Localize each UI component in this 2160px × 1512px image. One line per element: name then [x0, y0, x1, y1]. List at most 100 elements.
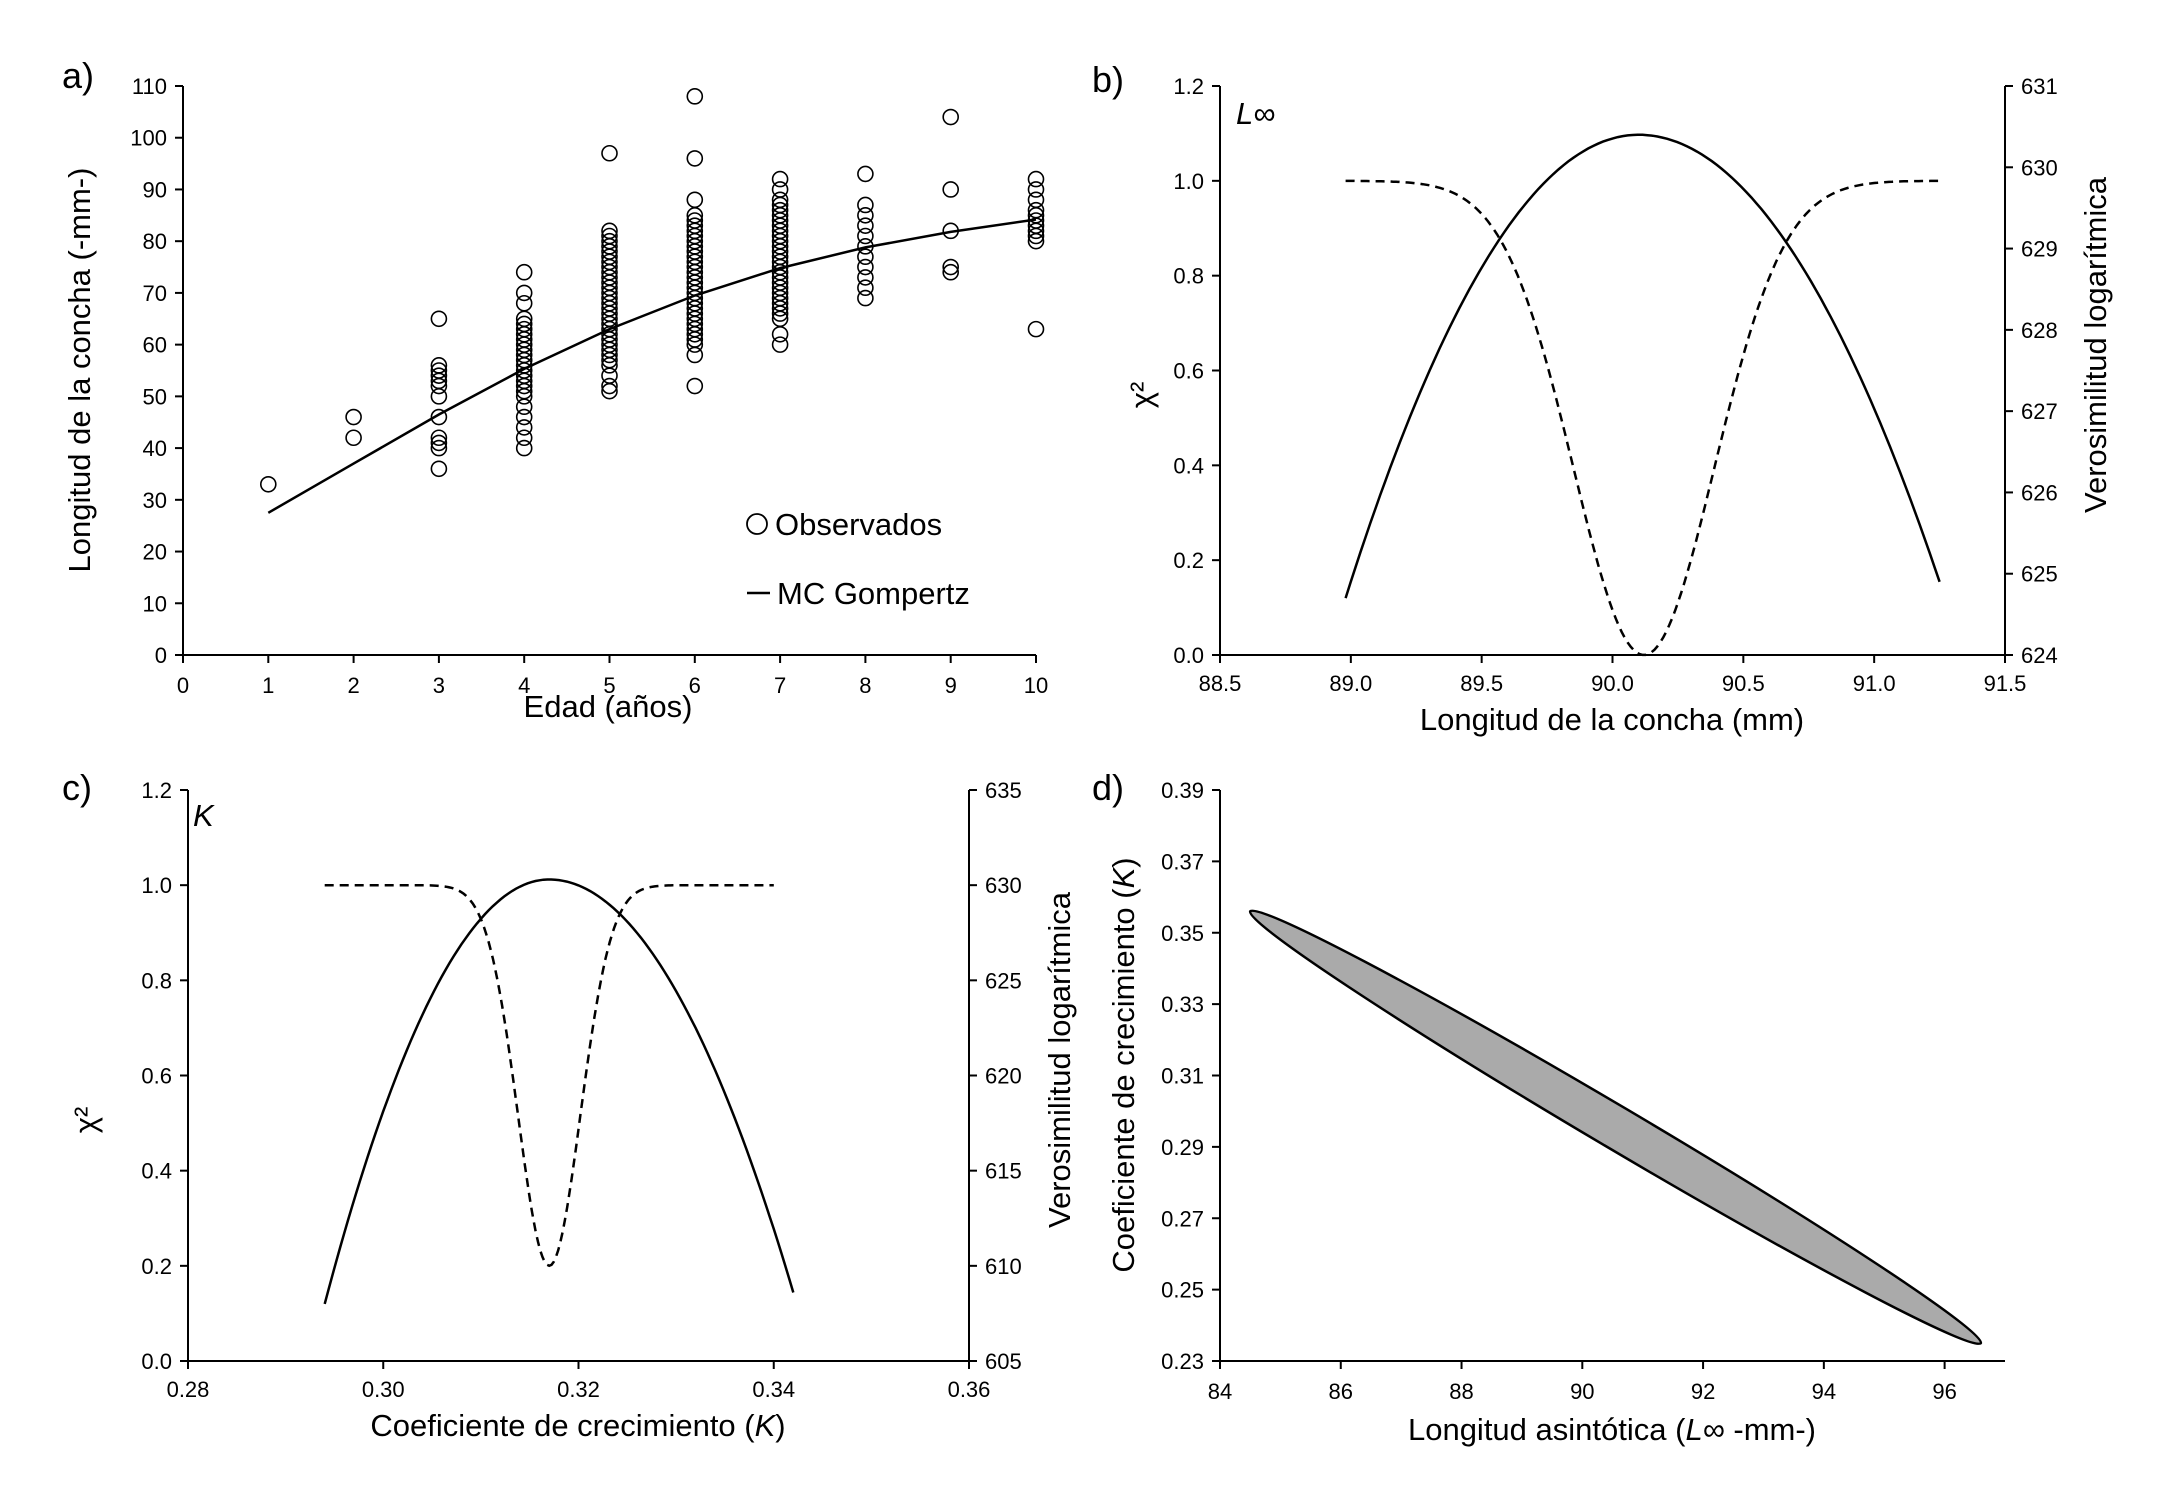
- observed-point: [771, 201, 789, 219]
- panel-label: b): [1092, 59, 1124, 100]
- x-tick-label: 89.0: [1329, 671, 1372, 696]
- y-tick-label: 100: [130, 126, 167, 151]
- observed-point: [345, 429, 362, 447]
- x-tick-label: 91.5: [1984, 671, 2027, 696]
- y-axis-label: Longitud de la concha (-mm-): [62, 168, 97, 573]
- parameter-annotation: L∞: [1236, 96, 1275, 131]
- y-axis-label-suffix: ): [1106, 857, 1141, 867]
- x-axis-label: Longitud asintótica (L∞ -mm-): [1408, 1412, 1816, 1447]
- parameter-annotation: K: [193, 798, 215, 833]
- legend-observed-label: Observados: [775, 507, 942, 542]
- y-tick-label: 0.29: [1161, 1135, 1204, 1160]
- observed-point: [857, 227, 874, 245]
- observed-point: [430, 357, 448, 374]
- y-left-tick-label: 0.2: [141, 1254, 172, 1279]
- observed-point: [515, 320, 533, 338]
- x-tick-label: 0.28: [167, 1377, 210, 1402]
- y-right-tick-label: 615: [985, 1159, 1022, 1184]
- x-tick-label: 1: [262, 673, 274, 698]
- x-tick-label: 84: [1208, 1379, 1232, 1404]
- x-tick-label: 9: [945, 673, 957, 698]
- observed-point: [515, 284, 533, 302]
- x-axis-label: Longitud de la concha (mm): [1420, 702, 1804, 737]
- x-tick-label: 4: [518, 673, 530, 698]
- x-tick-label: 0.36: [948, 1377, 991, 1402]
- x-axis-label-prefix: Coeficiente de crecimiento (: [370, 1408, 755, 1443]
- x-axis-label-suffix: ): [775, 1408, 785, 1443]
- confidence-ellipse: [1248, 909, 1983, 1346]
- x-tick-label: 88.5: [1199, 671, 1242, 696]
- y-left-tick-label: 0.6: [141, 1064, 172, 1089]
- x-tick-label: 94: [1812, 1379, 1836, 1404]
- observed-point: [259, 475, 277, 493]
- observed-point: [1027, 201, 1045, 219]
- y-tick-label: 40: [143, 436, 167, 461]
- y-tick-label: 20: [143, 540, 167, 565]
- x-tick-label: 8: [859, 673, 871, 698]
- observed-point: [515, 263, 533, 281]
- observed-point: [515, 294, 533, 312]
- observed-point: [857, 217, 874, 234]
- observed-point: [515, 439, 533, 457]
- y-left-tick-label: 0.8: [141, 968, 172, 993]
- y-left-tick-label: 1.2: [1173, 74, 1204, 99]
- y-tick-label: 0.39: [1161, 778, 1204, 803]
- y-right-tick-label: 628: [2021, 318, 2058, 343]
- observed-point: [601, 377, 618, 395]
- y-axis-right-label: Verosimilitud logarítmica: [1042, 891, 1077, 1228]
- x-axis-label-var: K: [755, 1408, 777, 1443]
- observed-point: [686, 88, 704, 105]
- chi-square-curve: [1345, 179, 1940, 657]
- observed-point: [686, 377, 704, 395]
- observed-point: [1027, 181, 1045, 198]
- observed-point: [686, 212, 704, 229]
- y-tick-label: 70: [143, 281, 167, 306]
- y-tick-label: 0.33: [1161, 992, 1204, 1017]
- x-tick-label: 0.34: [752, 1377, 795, 1402]
- y-right-tick-label: 625: [2021, 562, 2058, 587]
- y-axis-right-label: Verosimilitud logarítmica: [2078, 176, 2113, 513]
- observed-point: [771, 170, 789, 188]
- x-axis-label-var: L∞: [1685, 1412, 1724, 1447]
- observed-point: [942, 108, 960, 126]
- observed-point: [857, 165, 874, 183]
- y-axis-label: Coeficiente de crecimiento (K): [1106, 857, 1141, 1272]
- observed-point: [430, 429, 448, 447]
- observed-point: [430, 362, 448, 379]
- legend-observed-marker: [746, 513, 768, 535]
- observed-point: [515, 419, 533, 436]
- y-left-tick-label: 0.4: [1173, 453, 1204, 478]
- x-tick-label: 89.5: [1460, 671, 1503, 696]
- observed-point: [771, 336, 789, 353]
- x-tick-label: 0.32: [557, 1377, 600, 1402]
- y-right-tick-label: 624: [2021, 643, 2058, 668]
- y-tick-label: 0.27: [1161, 1206, 1204, 1231]
- y-left-tick-label: 0.4: [141, 1159, 172, 1184]
- y-left-tick-label: 0.0: [1173, 643, 1204, 668]
- panel-c: 0.28 0.30 0.32 0.34 0.36 0.0 0.2 0.4 0.6 0.8 1.0 1.…: [62, 767, 1077, 1443]
- y-tick-label: 50: [143, 384, 167, 409]
- observed-point: [1027, 191, 1045, 209]
- observed-point: [601, 232, 618, 250]
- panel-label: c): [62, 767, 92, 808]
- y-right-tick-label: 605: [985, 1349, 1022, 1374]
- x-tick-label: 86: [1329, 1379, 1353, 1404]
- observed-point: [771, 325, 789, 343]
- y-tick-label: 0.25: [1161, 1278, 1204, 1303]
- x-tick-label: 90.0: [1591, 671, 1634, 696]
- observed-point: [345, 408, 362, 426]
- observed-point: [430, 310, 448, 328]
- x-tick-label: 92: [1691, 1379, 1715, 1404]
- observed-point: [430, 408, 448, 426]
- x-tick-label: 90.5: [1722, 671, 1765, 696]
- x-tick-label: 0: [177, 673, 189, 698]
- y-tick-label: 0.35: [1161, 921, 1204, 946]
- observed-point: [515, 429, 533, 447]
- observed-point: [942, 181, 960, 198]
- observed-point: [686, 191, 704, 209]
- observed-point: [857, 258, 874, 276]
- y-axis-label-prefix: Coeficiente de crecimiento (: [1106, 888, 1141, 1273]
- y-right-tick-label: 630: [985, 873, 1022, 898]
- x-tick-label: 2: [347, 673, 359, 698]
- x-tick-label: 6: [689, 673, 701, 698]
